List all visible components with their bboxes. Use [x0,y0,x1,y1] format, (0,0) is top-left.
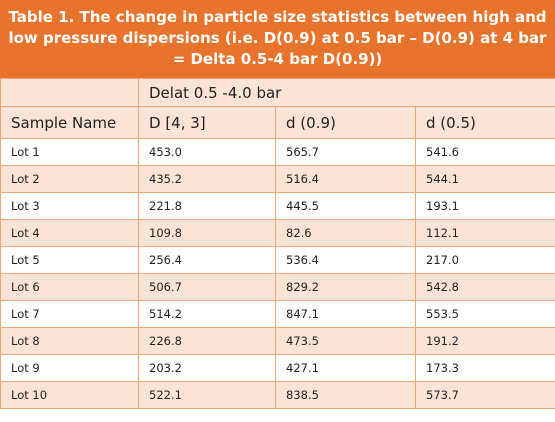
value-cell: 427.1 [275,354,416,382]
value-cell: 473.5 [275,327,416,355]
value-cell: 522.1 [138,381,276,409]
value-cell: 221.8 [138,192,276,220]
value-cell: 256.4 [138,246,276,274]
column-header: D [4, 3] [138,106,276,139]
value-cell: 514.2 [138,300,276,328]
value-cell: 173.3 [414,354,555,382]
value-cell: 445.5 [275,192,416,220]
value-cell: 536.4 [275,246,416,274]
value-cell: 553.5 [414,300,555,328]
table-row: Lot 6 506.7 829.2 542.8 [0,273,555,301]
sample-name: Lot 4 [0,219,139,247]
value-cell: 453.0 [138,138,276,166]
table-row: Lot 7 514.2 847.1 553.5 [0,300,555,328]
value-cell: 506.7 [138,273,276,301]
table-title: Table 1. The change in particle size sta… [0,0,555,78]
value-cell: 217.0 [414,246,555,274]
value-cell: 226.8 [138,327,276,355]
value-cell: 838.5 [275,381,416,409]
table-body: Delat 0.5 -4.0 bar Sample Name D [4, 3] d … [0,78,555,409]
group-header: Delat 0.5 -4.0 bar [137,78,555,107]
column-header: d (0.5) [414,106,555,139]
table-row: Lot 9 203.2 427.1 173.3 [0,354,555,382]
sample-name: Lot 1 [0,138,139,166]
column-header: Sample Name [0,106,139,139]
value-cell: 191.2 [414,327,555,355]
sample-name: Lot 5 [0,246,139,274]
value-cell: 203.2 [138,354,276,382]
table-row: Lot 8 226.8 473.5 191.2 [0,327,555,355]
value-cell: 112.1 [414,219,555,247]
table-row: Lot 3 221.8 445.5 193.1 [0,192,555,220]
empty-cell [0,78,139,107]
value-cell: 82.6 [275,219,416,247]
value-cell: 565.7 [275,138,416,166]
sample-name: Lot 2 [0,165,139,193]
header-row: Sample Name D [4, 3] d (0.9) d (0.5) [0,106,555,139]
sample-name: Lot 8 [0,327,139,355]
value-cell: 544.1 [414,165,555,193]
table-row: Lot 5 256.4 536.4 217.0 [0,246,555,274]
value-cell: 435.2 [138,165,276,193]
value-cell: 541.6 [414,138,555,166]
value-cell: 829.2 [275,273,416,301]
group-header-row: Delat 0.5 -4.0 bar [0,78,555,107]
value-cell: 573.7 [414,381,555,409]
sample-name: Lot 10 [0,381,139,409]
value-cell: 847.1 [275,300,416,328]
sample-name: Lot 3 [0,192,139,220]
sample-name: Lot 7 [0,300,139,328]
value-cell: 193.1 [414,192,555,220]
value-cell: 516.4 [275,165,416,193]
sample-name: Lot 6 [0,273,139,301]
data-table: Delat 0.5 -4.0 bar Sample Name D [4, 3] d … [0,78,555,409]
table-row: Lot 10 522.1 838.5 573.7 [0,381,555,409]
value-cell: 542.8 [414,273,555,301]
table-row: Lot 2 435.2 516.4 544.1 [0,165,555,193]
value-cell: 109.8 [138,219,276,247]
table-row: Lot 1 453.0 565.7 541.6 [0,138,555,166]
column-header: d (0.9) [275,106,416,139]
table-row: Lot 4 109.8 82.6 112.1 [0,219,555,247]
sample-name: Lot 9 [0,354,139,382]
